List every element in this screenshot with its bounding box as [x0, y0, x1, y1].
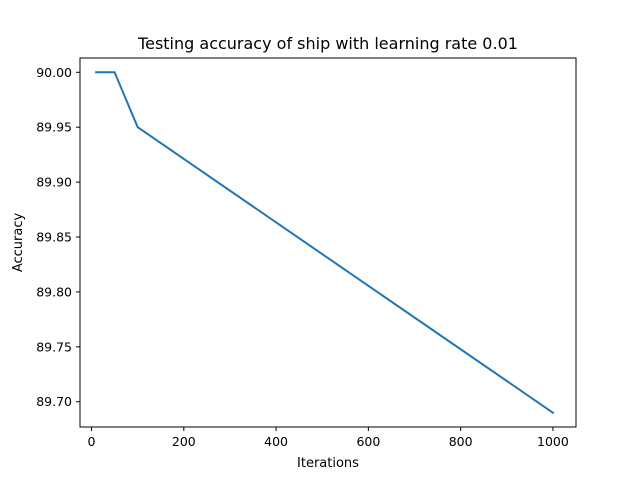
x-tick-label: 0	[88, 434, 96, 449]
x-axis-label: Iterations	[297, 456, 359, 471]
y-tick-label: 89.70	[36, 394, 72, 409]
y-tick-label: 89.75	[36, 339, 72, 354]
x-tick-label: 400	[264, 434, 288, 449]
y-axis-label: Accuracy	[11, 213, 26, 273]
x-tick-label: 200	[172, 434, 196, 449]
x-tick-label: 600	[356, 434, 380, 449]
series-line-ship	[95, 71, 555, 415]
axes-frame	[79, 57, 577, 428]
chart-title: Testing accuracy of ship with learning r…	[137, 34, 518, 53]
y-tick-label: 89.90	[36, 175, 72, 190]
y-tick-label: 89.85	[36, 230, 72, 245]
y-tick-label: 90.00	[36, 65, 72, 80]
x-tick-label: 800	[449, 434, 473, 449]
x-tick-label: 1000	[537, 434, 569, 449]
plot-area	[95, 71, 555, 415]
y-tick-label: 89.80	[36, 284, 72, 299]
y-tick-label: 89.95	[36, 120, 72, 135]
